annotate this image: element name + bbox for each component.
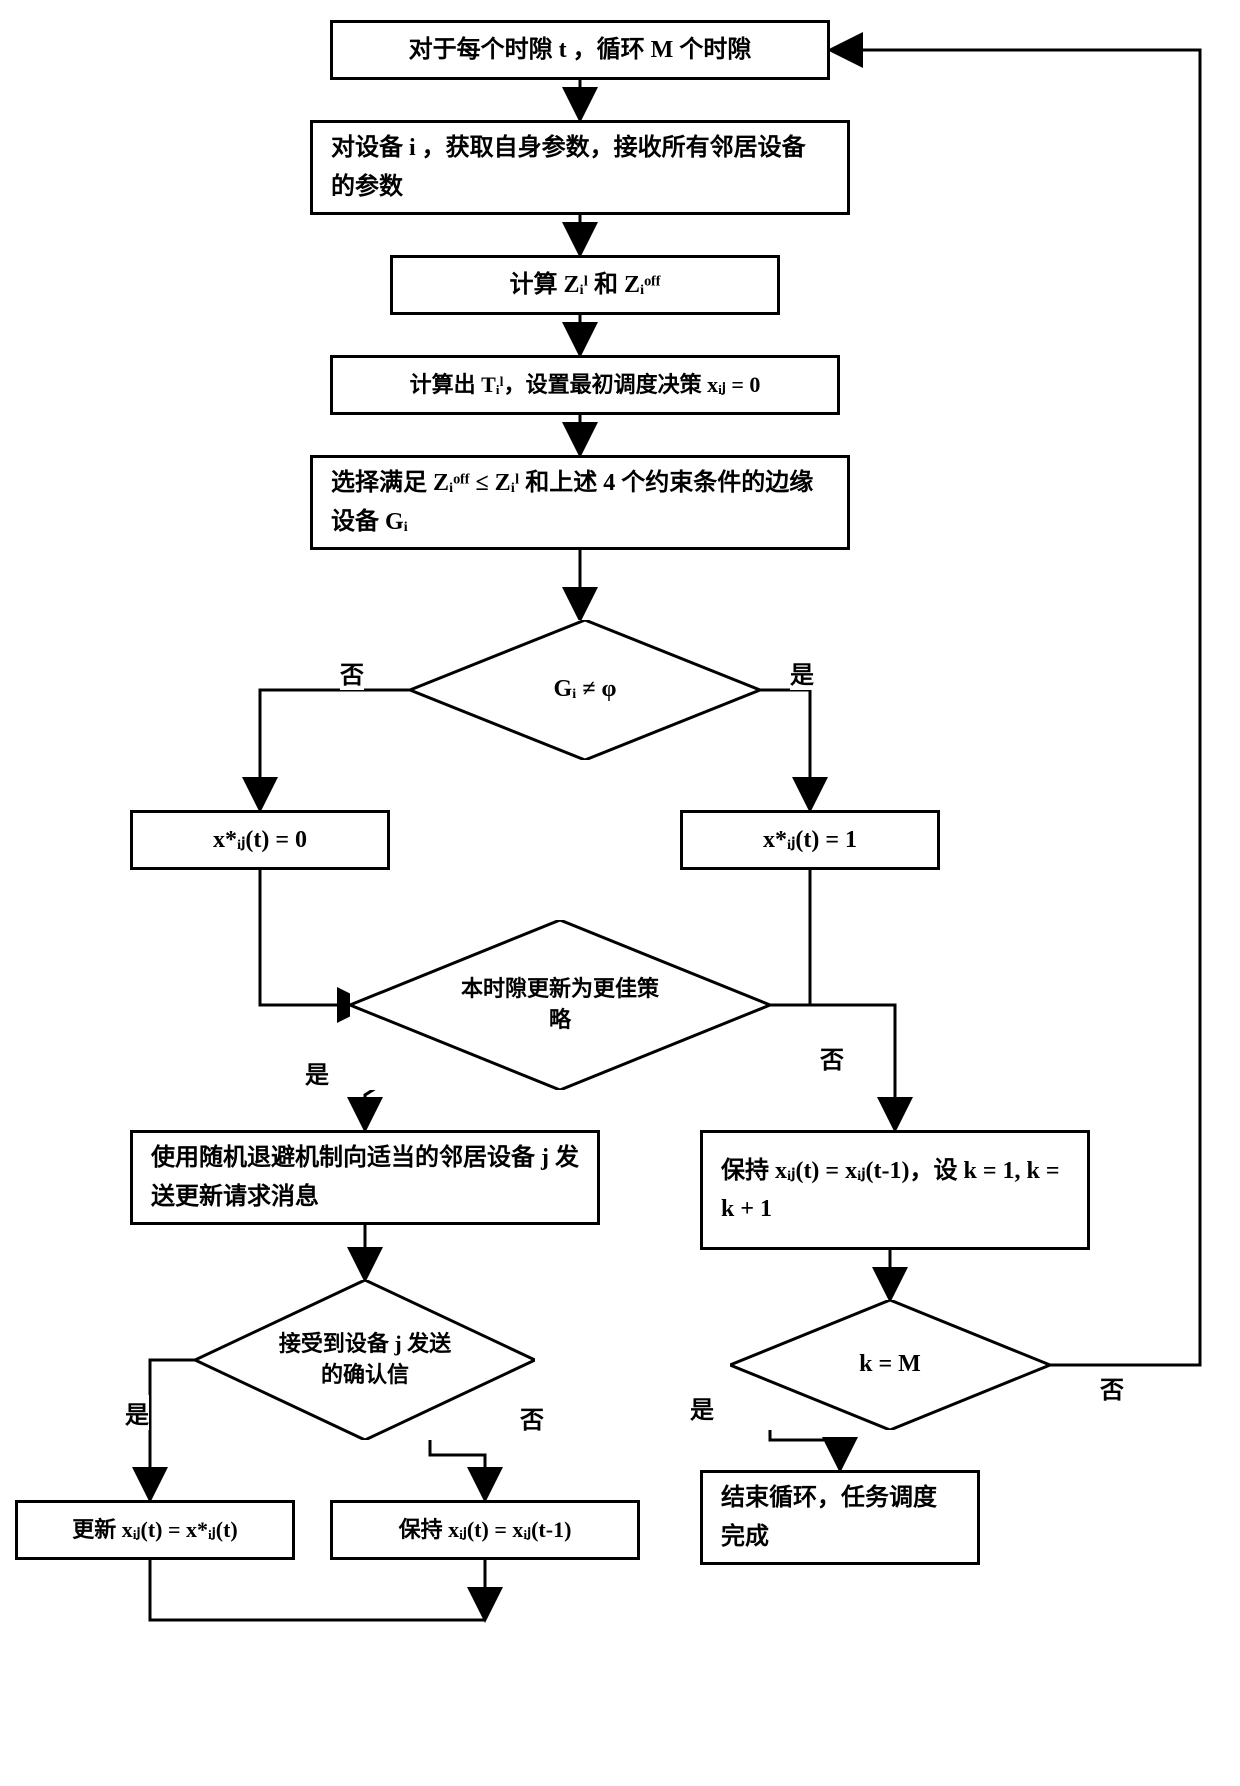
node-loop-start: 对于每个时隙 t ，循环 M 个时隙 [330,20,830,80]
node-text: 使用随机退避机制向适当的邻居设备 j 发送更新请求消息 [151,1139,579,1216]
edge-label-yes: 是 [305,1055,329,1090]
node-select-edge: 选择满足 Zᵢᵒᶠᶠ ≤ Zᵢˡ 和上述 4 个约束条件的边缘设备 Gᵢ [310,455,850,550]
node-text: 结束循环，任务调度完成 [721,1479,959,1556]
edge-label-yes: 是 [125,1395,149,1430]
node-text: 对于每个时隙 t ，循环 M 个时隙 [409,31,752,69]
decision-gi-nonempty: Gᵢ ≠ φ [410,620,760,760]
node-text: 本时隙更新为更佳策略 [460,974,660,1036]
node-text: x*ᵢⱼ(t) = 0 [213,821,307,859]
node-text: x*ᵢⱼ(t) = 1 [763,821,857,859]
decision-better-strategy: 本时隙更新为更佳策略 [350,920,770,1090]
node-text: 保持 xᵢⱼ(t) = xᵢⱼ(t-1)，设 k = 1, k = k + 1 [721,1152,1069,1229]
node-compute-t: 计算出 Tᵢˡ，设置最初调度决策 xᵢⱼ = 0 [330,355,840,415]
node-text: 保持 xᵢⱼ(t) = xᵢⱼ(t-1) [399,1512,572,1547]
node-text: 对设备 i ，获取自身参数，接收所有邻居设备的参数 [331,129,829,206]
node-get-params: 对设备 i ，获取自身参数，接收所有邻居设备的参数 [310,120,850,215]
node-text: 选择满足 Zᵢᵒᶠᶠ ≤ Zᵢˡ 和上述 4 个约束条件的边缘设备 Gᵢ [331,464,829,541]
node-update-xij: 更新 xᵢⱼ(t) = x*ᵢⱼ(t) [15,1500,295,1560]
edge-label-no: 否 [520,1400,544,1435]
node-text: 接受到设备 j 发送的确认信 [275,1329,455,1391]
node-xij-0: x*ᵢⱼ(t) = 0 [130,810,390,870]
node-keep-xij: 保持 xᵢⱼ(t) = xᵢⱼ(t-1) [330,1500,640,1560]
edge-label-no: 否 [820,1040,844,1075]
node-xij-1: x*ᵢⱼ(t) = 1 [680,810,940,870]
node-text: k = M [859,1348,921,1382]
node-text: 更新 xᵢⱼ(t) = x*ᵢⱼ(t) [72,1512,237,1547]
edge-label-no: 否 [340,655,364,690]
edge-label-yes: 是 [690,1390,714,1425]
node-send-request: 使用随机退避机制向适当的邻居设备 j 发送更新请求消息 [130,1130,600,1225]
node-compute-z: 计算 Zᵢˡ 和 Zᵢᵒᶠᶠ [390,255,780,315]
node-text: Gᵢ ≠ φ [553,673,616,707]
node-keep-increment: 保持 xᵢⱼ(t) = xᵢⱼ(t-1)，设 k = 1, k = k + 1 [700,1130,1090,1250]
decision-k-eq-m: k = M [730,1300,1050,1430]
node-text: 计算 Zᵢˡ 和 Zᵢᵒᶠᶠ [509,266,660,304]
node-text: 计算出 Tᵢˡ，设置最初调度决策 xᵢⱼ = 0 [410,367,761,402]
edge-label-yes: 是 [790,655,814,690]
node-end-loop: 结束循环，任务调度完成 [700,1470,980,1565]
decision-ack-received: 接受到设备 j 发送的确认信 [195,1280,535,1440]
edge-label-no: 否 [1100,1370,1124,1405]
